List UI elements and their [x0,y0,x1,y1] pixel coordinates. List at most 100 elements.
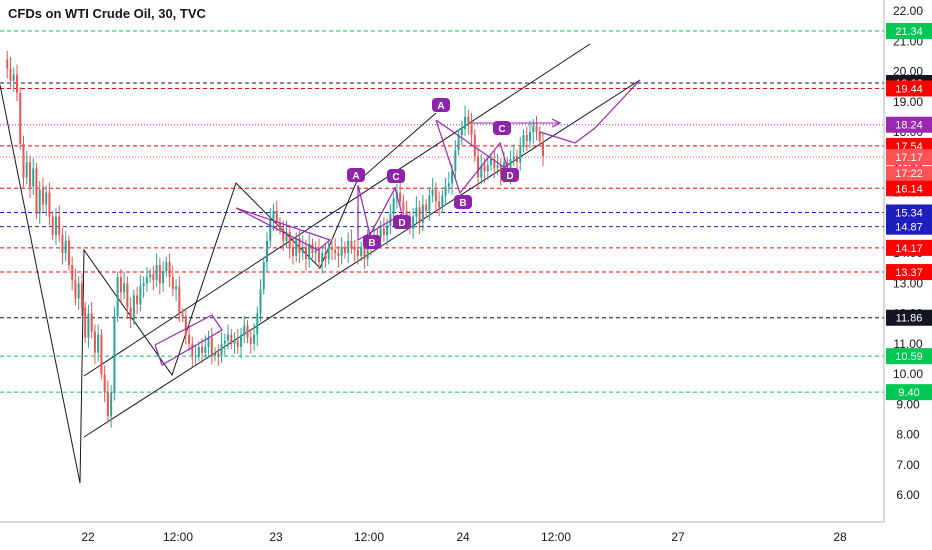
candle-body [415,207,418,217]
candle-body [282,228,285,241]
zigzag-line [0,84,437,484]
candle-body [516,156,519,163]
candle-body [353,246,356,250]
price-level-tag [886,384,932,401]
candle-body [490,159,493,166]
candle-body [97,334,100,353]
y-tick-label: 10.00 [893,367,923,381]
pattern-point-badge [501,168,519,182]
candle-body [230,334,233,344]
candle-body [301,246,304,253]
candle-body [421,204,424,223]
candle-body [188,334,191,344]
candle-body [285,231,288,241]
lower-channel-line [83,79,641,438]
y-tick-label: 7.00 [896,458,920,472]
candle-body [54,216,57,235]
candle-body [61,234,64,253]
candle-body [155,265,158,281]
x-tick-label: 27 [671,530,685,544]
candle-body [184,316,187,335]
candle-body [246,325,249,338]
y-tick-label: 8.00 [896,428,920,442]
candle-body [204,346,207,353]
candle-body [454,150,457,172]
price-level-tag [886,309,932,326]
candle-body [321,253,324,263]
candle-body [519,147,522,163]
pattern-point-label: D [398,218,405,229]
pattern-point-label: C [498,124,505,135]
candle-body [532,125,535,132]
pattern-point-label: B [459,198,466,209]
candle-body [535,125,538,132]
candle-body [84,307,87,338]
candle-body [405,210,408,217]
candle-body [87,313,90,338]
candle-body [272,210,275,220]
candle-body [126,283,129,308]
candle-body [227,334,230,341]
price-level-tag [886,239,932,256]
y-tick-label: 9.00 [896,397,920,411]
y-tick-label: 22.00 [893,4,923,18]
candle-body [428,195,431,211]
price-level-label: 11.86 [896,313,923,325]
price-level-label: 14.87 [895,222,923,234]
candle-body [51,216,54,235]
x-tick-label: 12:00 [354,530,384,544]
x-tick-label: 22 [81,530,95,544]
candle-body [71,265,74,281]
x-tick-label: 12:00 [163,530,193,544]
candle-body [288,231,291,247]
pattern-point-badge [432,98,450,112]
candle-body [9,68,12,81]
candle-body [360,246,363,257]
candle-body [434,189,437,202]
candle-body [201,346,204,353]
candle-body [295,237,298,257]
candle-body [90,313,93,332]
candle-body [509,159,512,175]
projection-path [539,79,641,144]
candle-body [402,201,405,211]
candle-body [19,92,22,145]
candle-body [278,222,281,229]
trend-lines [0,43,641,484]
candle-body [28,162,31,187]
candle-body [233,340,236,344]
candle-body [525,135,528,142]
candle-body [356,249,359,257]
candle-body [191,343,194,356]
candle-body [259,289,262,314]
candle-body [480,165,483,178]
candle-body [522,135,525,148]
candle-body [113,316,116,393]
candle-body [139,286,142,305]
price-level-label: 14.17 [895,243,923,255]
upper-channel-line [83,43,591,377]
price-level-label: 18.24 [895,120,923,132]
price-level-tag [886,204,932,221]
candle-body [194,355,197,357]
candle-body [412,216,415,229]
candle-body [149,274,152,278]
candle-body [350,240,353,247]
candle-body [470,122,473,136]
pattern-point-badge [454,195,472,209]
rectangle-pattern [154,314,223,366]
candle-body [542,141,544,157]
price-level-tag [886,348,932,365]
candle-body [240,334,243,347]
candle-body [275,210,278,223]
candle-body [6,59,9,69]
candle-body [220,343,223,356]
candle-body [145,277,148,284]
candle-body [467,116,470,123]
candle-body [366,240,369,260]
price-level-label: 15.34 [895,207,923,219]
candle-body [80,283,83,308]
